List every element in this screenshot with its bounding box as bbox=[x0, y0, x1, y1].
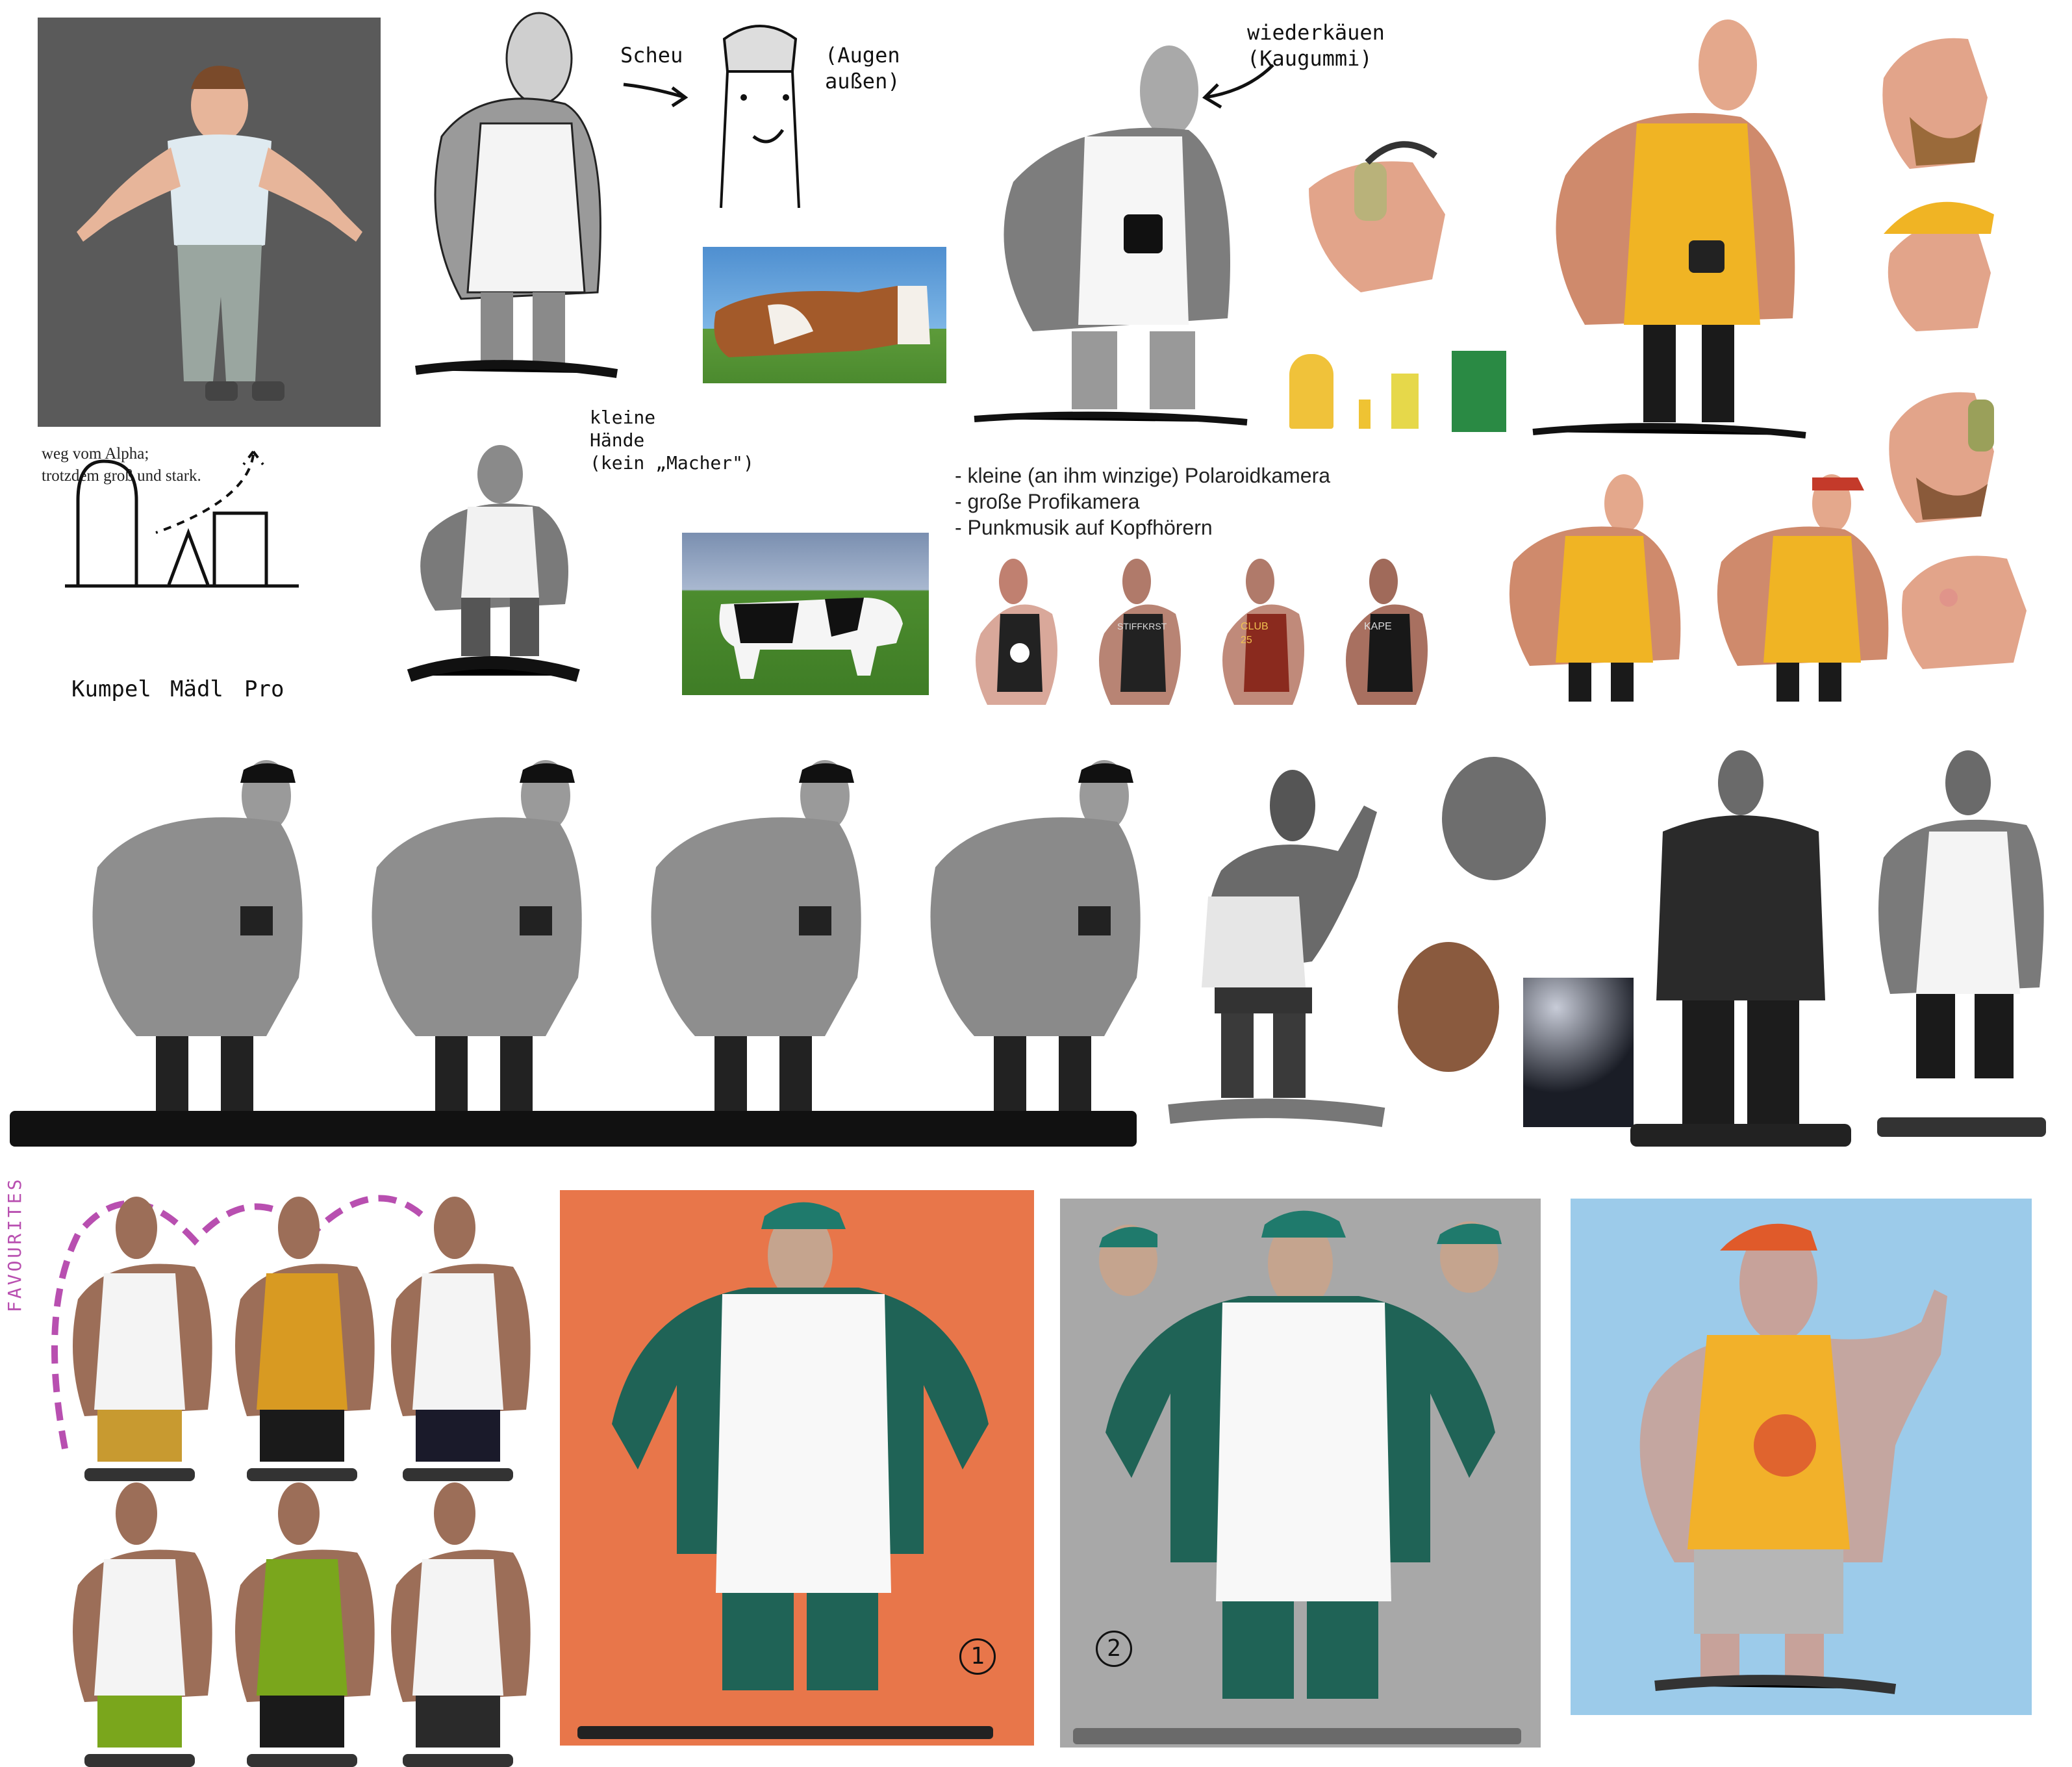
swatch-yellow-med bbox=[1391, 374, 1419, 429]
head-variant-tattooneck bbox=[1902, 555, 2027, 669]
blue-yellow-tank-panel bbox=[1571, 1199, 2032, 1715]
swatch-yellow-tall bbox=[1289, 354, 1333, 429]
shirt-print-kape: KAPE bbox=[1364, 621, 1392, 632]
orange-teal-jacket-panel: 1 bbox=[560, 1190, 1034, 1746]
wiederkaeuen-label: wiederkäuen (Kaugummi) bbox=[1247, 20, 1385, 71]
scheu-label: Scheu bbox=[620, 43, 683, 68]
tattoo-guys-lineup bbox=[976, 559, 1428, 705]
brown-head-portrait bbox=[1398, 942, 1499, 1072]
head-variant-yellowcap bbox=[1884, 201, 1994, 331]
swatch-yellow-small bbox=[1359, 400, 1371, 429]
panel-number-2: 2 bbox=[1096, 1631, 1132, 1667]
madl-label: Mädl bbox=[170, 676, 223, 702]
waving-guy-sketch bbox=[1168, 770, 1385, 1127]
sketch-tanktop-guy bbox=[415, 12, 618, 378]
3d-character-figure bbox=[77, 66, 362, 401]
yellow-guy-redcap bbox=[1717, 474, 1889, 702]
cow-photo-holstein bbox=[682, 533, 929, 695]
kumpel-madl-pro-diagram bbox=[65, 450, 299, 588]
teal-jacket-figure-1 bbox=[577, 1202, 993, 1739]
bullet-profikamera: - große Profikamera bbox=[955, 490, 1140, 513]
yellow-tank-figure bbox=[1639, 1223, 1947, 1694]
yellow-tank-camera-guy bbox=[1532, 19, 1806, 439]
pro-label: Pro bbox=[244, 676, 284, 702]
dark-jacket-photo bbox=[1523, 978, 1634, 1127]
favourites-label: FAVOURITES bbox=[4, 1176, 25, 1312]
kleine-haende-label: kleine Hände (kein „Macher") bbox=[590, 407, 754, 474]
sketch-small-face bbox=[720, 25, 800, 209]
bullet-punkmusik: - Punkmusik auf Kopfhörern bbox=[955, 516, 1213, 539]
sketch-chewing-guy bbox=[974, 45, 1248, 426]
3d-render-panel bbox=[38, 18, 381, 427]
bullet-polaroid: - kleine (an ihm winzige) Polaroidkamera bbox=[955, 464, 1331, 487]
grey-camera-guys-lineup bbox=[92, 760, 1141, 1134]
swatch-green bbox=[1452, 351, 1506, 432]
kumpel-label: Kumpel bbox=[71, 676, 151, 702]
panel-number-1: 1 bbox=[959, 1638, 996, 1675]
shirt-print-stiffkrst: STIFFKRST bbox=[1117, 621, 1167, 631]
skin-variants-grid bbox=[73, 1197, 531, 1767]
alpha-note: weg vom Alpha; trotzdem groß und stark. bbox=[42, 445, 201, 485]
favourites-dashed-outline bbox=[51, 1195, 431, 1449]
augen-label: (Augen außen) bbox=[825, 43, 900, 94]
teal-jacket-figure-2 bbox=[1073, 1210, 1521, 1744]
grey-teal-jacket-panel: 2 bbox=[1060, 1199, 1541, 1748]
sketch-small-hands-guy bbox=[407, 445, 580, 682]
ground-bar bbox=[10, 1111, 1137, 1147]
arrow-icon bbox=[1202, 64, 1274, 109]
grey-head-portrait bbox=[1442, 757, 1546, 880]
head-variant-beard bbox=[1882, 38, 1988, 169]
headphone-head bbox=[1309, 141, 1445, 292]
yellow-guy-glasses bbox=[1509, 474, 1681, 702]
cow-photo-brown bbox=[703, 247, 946, 383]
head-variant-headphones bbox=[1889, 392, 1994, 523]
dark-jacket-guy bbox=[1630, 750, 1851, 1147]
white-tank-grey-guy bbox=[1877, 750, 2046, 1137]
arrow-icon bbox=[623, 83, 689, 108]
shirt-print-club: CLUB 25 bbox=[1241, 621, 1269, 646]
